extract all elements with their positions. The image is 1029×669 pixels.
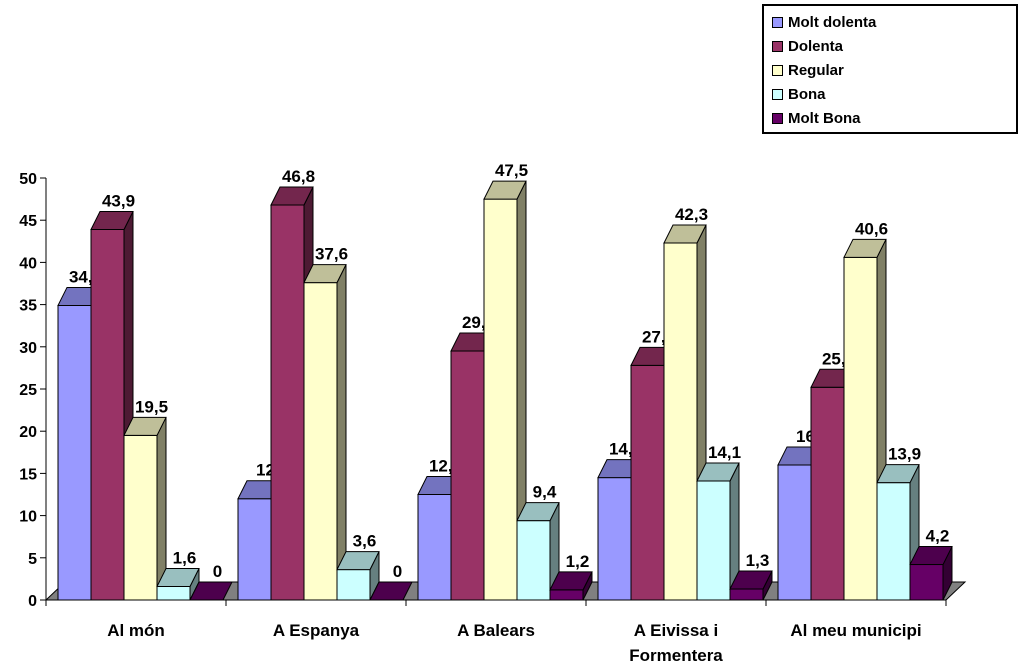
bar-top — [909, 546, 953, 566]
bar-top — [696, 462, 740, 482]
bar — [303, 282, 338, 601]
bar — [810, 386, 845, 601]
bar — [483, 198, 518, 601]
bar — [237, 498, 272, 601]
y-tick-label: 25 — [19, 382, 37, 399]
bar-top — [303, 264, 347, 284]
bar — [843, 256, 878, 601]
data-label: 0 — [393, 562, 402, 581]
bar-top — [189, 581, 233, 601]
legend-label: Molt Bona — [788, 109, 861, 127]
bar-top — [876, 464, 920, 484]
bar-top — [549, 571, 593, 591]
bar-top — [90, 210, 134, 230]
y-tick-label: 5 — [28, 551, 37, 568]
y-tick-label: 0 — [28, 593, 37, 610]
legend-swatch — [772, 40, 783, 52]
legend-label: Dolenta — [788, 37, 844, 55]
y-tick-label: 10 — [19, 509, 37, 526]
y-tick-label: 15 — [19, 466, 37, 483]
data-label: 1,2 — [566, 552, 590, 571]
bar — [597, 477, 632, 601]
x-tick-label: A Eivissa i Formentera — [629, 621, 723, 665]
bar-top — [156, 567, 200, 587]
x-tick-label: Al meu municipi — [790, 621, 921, 640]
bar — [336, 569, 371, 601]
bar — [270, 204, 305, 601]
y-tick-label: 35 — [19, 298, 37, 315]
legend-swatch — [772, 16, 783, 28]
bar-top — [516, 502, 560, 522]
data-label: 19,5 — [135, 397, 168, 416]
data-label: 4,2 — [926, 527, 950, 546]
legend-item: Molt dolenta — [772, 12, 876, 32]
legend-swatch — [772, 88, 783, 100]
y-tick-label: 20 — [19, 424, 37, 441]
data-label: 14,1 — [708, 443, 741, 462]
bar-top — [843, 238, 887, 258]
data-label: 3,6 — [353, 532, 377, 551]
legend-swatch — [772, 112, 783, 124]
data-label: 42,3 — [675, 205, 708, 224]
bar — [729, 588, 764, 601]
data-label: 9,4 — [533, 483, 557, 502]
bar-top — [123, 416, 167, 436]
x-tick-label: A Espanya — [273, 621, 360, 640]
data-label: 47,5 — [495, 161, 528, 180]
bar — [57, 304, 92, 601]
bar-top — [270, 186, 314, 206]
legend-item: Molt Bona — [772, 108, 861, 128]
bar — [90, 228, 125, 601]
data-label: 13,9 — [888, 445, 921, 464]
bar — [663, 242, 698, 601]
legend-item: Regular — [772, 60, 844, 80]
legend-label: Molt dolenta — [788, 13, 877, 31]
data-label: 16 — [796, 427, 815, 446]
data-label: 43,9 — [102, 191, 135, 210]
bar — [123, 434, 158, 601]
bar — [516, 520, 551, 601]
legend-item: Bona — [772, 84, 826, 104]
x-tick-label: Al món — [107, 621, 165, 640]
data-label: 40,6 — [855, 219, 888, 238]
bar — [450, 350, 485, 601]
y-tick-label: 40 — [19, 255, 37, 272]
bar — [777, 464, 812, 601]
data-label: 1,3 — [746, 551, 770, 570]
bar — [876, 482, 911, 601]
data-label: 1,6 — [173, 548, 197, 567]
x-tick-label: A Balears — [457, 621, 535, 640]
legend: Molt dolenta Dolenta Regular Bona Molt Bona — [762, 4, 1018, 134]
bar — [909, 564, 944, 601]
bar — [696, 480, 731, 601]
y-tick-label: 30 — [19, 340, 37, 357]
legend-swatch — [772, 64, 783, 76]
bar-top — [336, 551, 380, 571]
data-label: 37,6 — [315, 245, 348, 264]
bar-side — [336, 264, 347, 601]
bar — [417, 494, 452, 601]
data-label: 0 — [213, 562, 222, 581]
y-tick-label: 45 — [19, 213, 37, 230]
bar-top — [369, 581, 413, 601]
legend-item: Dolenta — [772, 36, 843, 56]
legend-label: Regular — [788, 61, 844, 79]
bar — [156, 585, 191, 601]
data-label: 46,8 — [282, 167, 315, 186]
data-label: 12 — [256, 461, 275, 480]
bar-top — [483, 180, 527, 200]
bar-top — [729, 570, 773, 590]
legend-label: Bona — [788, 85, 826, 103]
bar-top — [663, 224, 707, 244]
y-tick-label: 50 — [19, 171, 37, 188]
bar — [549, 589, 584, 601]
bar — [630, 364, 665, 601]
